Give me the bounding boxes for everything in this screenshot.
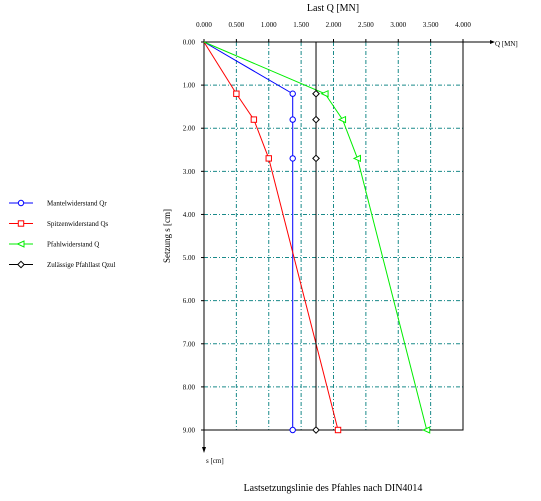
legend-marker-pfahlwiderstand-q [16, 240, 25, 248]
data-point-pfahlwiderstand-q [320, 89, 329, 98]
y-tick-label: 8.00 [183, 383, 196, 391]
x-tick-label: 0.500 [229, 21, 245, 29]
y-axis-end-label: s [cm] [206, 457, 224, 465]
y-tick-label: 3.00 [183, 168, 196, 176]
data-point-zul-ssige-pfahllast-qzul [312, 89, 320, 98]
x-tick-label: 4.000 [455, 21, 471, 29]
data-point-pfahlwiderstand-q [337, 115, 347, 124]
x-tick-label: 3.500 [423, 21, 439, 29]
data-point-mantelwiderstand-qr [289, 90, 296, 97]
data-point-pfahlwiderstand-q [422, 426, 431, 434]
y-tick-label: 6.00 [183, 297, 196, 305]
axes: 0.000 0.500 1.000 1.500 2.000 2.500 3.000 3.500… [183, 21, 495, 453]
data-point-zul-ssige-pfahllast-qzul [312, 115, 320, 124]
data-point-mantelwiderstand-qr [289, 155, 296, 162]
legend-label-mantelwiderstand-qr: Mantelwiderstand Qr [47, 200, 107, 208]
y-tick-label: 5.00 [183, 254, 196, 262]
y-tick-label: 1.00 [183, 82, 196, 90]
data-point-spitzenwiderstand-qs [250, 116, 258, 123]
data-point-pfahlwiderstand-q [352, 154, 361, 163]
legend-label-zul-ssige-pfahllast-qzul: Zulässige Pfahllast Qzul [47, 261, 115, 269]
data-point-mantelwiderstand-qr [289, 426, 296, 434]
x-tick-label: 1.000 [261, 21, 277, 29]
legend-marker-spitzenwiderstand-qs [17, 220, 25, 227]
x-axis-title: Last Q [MN] [307, 3, 359, 14]
x-axis-end-label: Q [MN] [495, 40, 518, 48]
legend: Mantelwiderstand Qr Spitzenwiderstand Qs P… [9, 199, 115, 269]
x-tick-label: 1.500 [293, 21, 309, 29]
y-axis-title: Setzung s [cm] [162, 209, 172, 263]
x-tick-label: 2.500 [358, 21, 374, 29]
data-point-spitzenwiderstand-qs [334, 426, 342, 434]
y-tick-label: 0.00 [183, 39, 196, 47]
y-tick-label: 4.00 [183, 211, 196, 219]
series [203, 41, 431, 434]
y-tick-label: 2.00 [183, 125, 196, 133]
chart-title: Lastsetzungslinie des Pfahles nach DIN40… [244, 483, 423, 494]
x-tick-label: 2.000 [326, 21, 342, 29]
x-tick-label: 0.000 [196, 21, 212, 29]
y-axis-arrowhead [202, 447, 206, 453]
data-point-spitzenwiderstand-qs [233, 90, 240, 97]
data-point-mantelwiderstand-qr [289, 116, 296, 123]
legend-label-spitzenwiderstand-qs: Spitzenwiderstand Qs [47, 220, 109, 228]
data-point-zul-ssige-pfahllast-qzul [312, 426, 320, 434]
y-tick-label: 7.00 [183, 340, 196, 348]
legend-label-pfahlwiderstand-q: Pfahlwiderstand Q [47, 241, 99, 249]
legend-marker-zul-ssige-pfahllast-qzul [17, 260, 25, 269]
x-axis-arrowhead [490, 40, 495, 44]
y-tick-label: 9.00 [183, 427, 196, 435]
data-point-spitzenwiderstand-qs [265, 155, 272, 162]
data-point-zul-ssige-pfahllast-qzul [312, 154, 320, 163]
legend-marker-mantelwiderstand-qr [17, 199, 25, 207]
x-tick-label: 3.000 [390, 21, 406, 29]
